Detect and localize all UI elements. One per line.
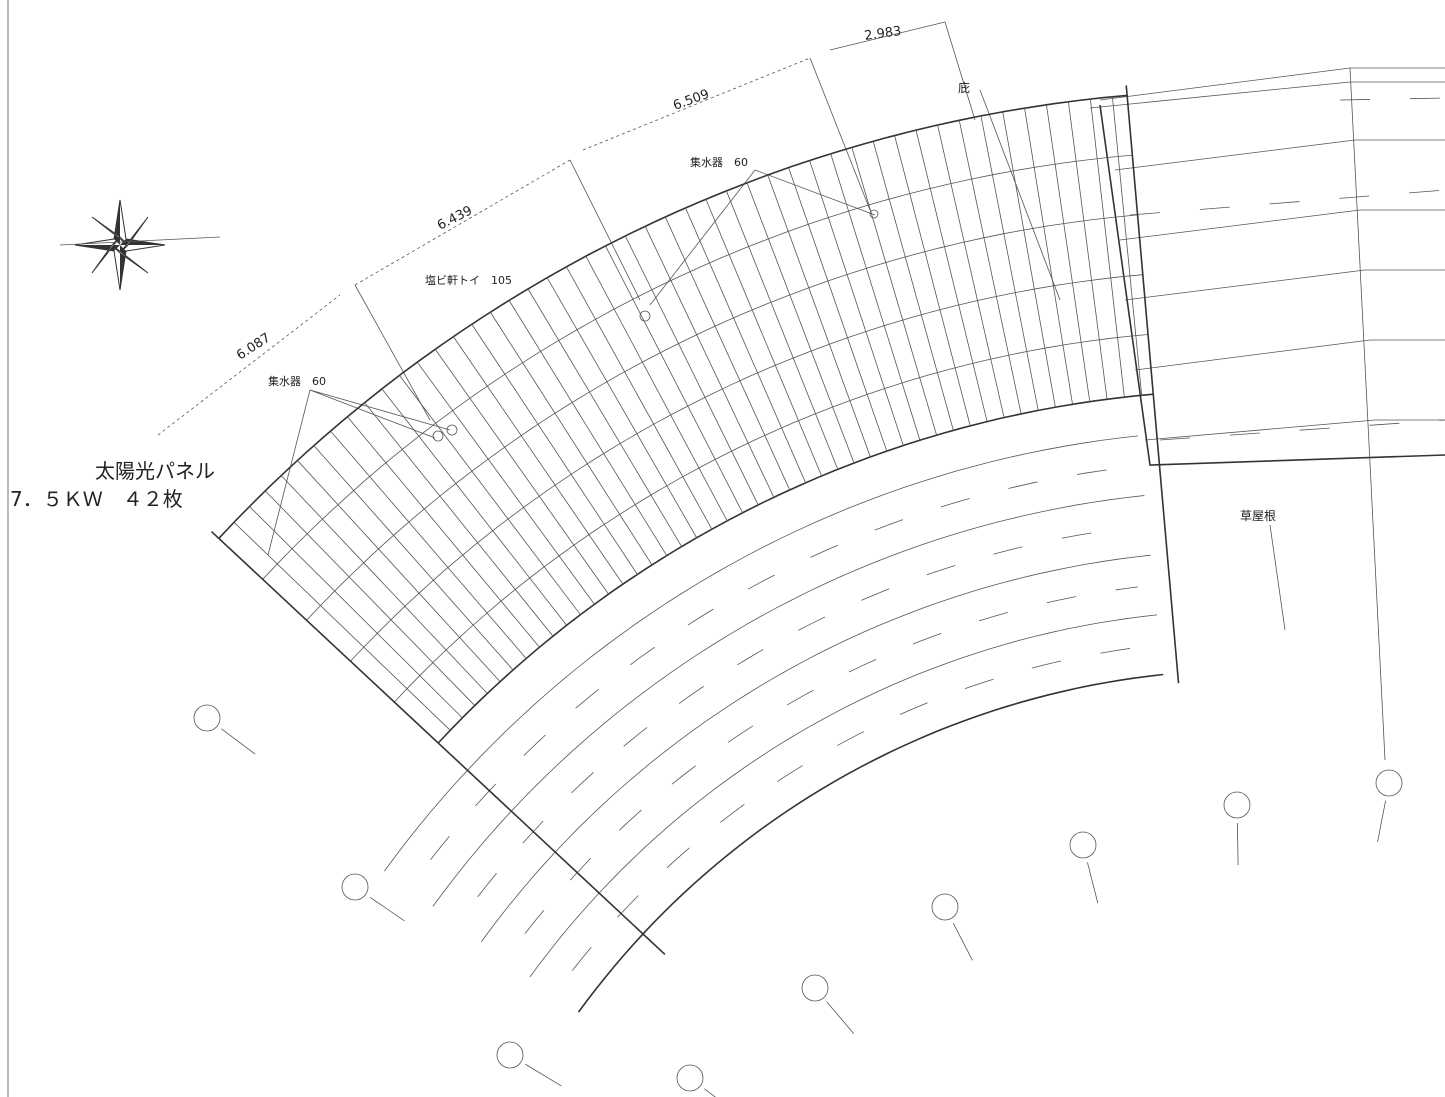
roof-edge xyxy=(210,530,666,955)
grid-marker xyxy=(193,704,221,732)
panel-divider xyxy=(725,190,839,470)
panel-divider xyxy=(381,388,567,626)
gutter-label: 塩ビ軒トイ 105 xyxy=(425,273,512,287)
panel-divider xyxy=(347,416,540,648)
roof-band xyxy=(577,673,1164,1013)
panel-divider xyxy=(685,207,806,483)
grid-axis xyxy=(1377,800,1386,842)
roof-band xyxy=(384,435,1139,872)
dimension-lines xyxy=(157,21,976,436)
panel-divider xyxy=(364,402,554,637)
right-wing xyxy=(1089,67,1445,761)
panel-divider xyxy=(1046,104,1091,402)
panel-divider xyxy=(566,266,713,530)
panel-divider xyxy=(767,174,871,458)
collector-label: 集水器 60 xyxy=(268,374,326,388)
panel-divider xyxy=(605,245,743,513)
panel-divider xyxy=(705,199,823,477)
grid-marker xyxy=(1375,769,1403,797)
grid-axis xyxy=(1087,862,1099,904)
panel-divider xyxy=(489,311,653,566)
panel-divider xyxy=(471,324,638,575)
panel-divider xyxy=(546,277,698,538)
panel-divider xyxy=(746,182,855,464)
grid-axis xyxy=(952,922,973,961)
panel-divider xyxy=(958,120,1022,414)
panel-divider xyxy=(527,288,682,547)
panel-divider xyxy=(851,147,937,436)
panel-divider xyxy=(330,430,527,659)
panel-divider xyxy=(872,141,954,431)
grid-axis xyxy=(525,1063,562,1087)
panel-divider xyxy=(1089,99,1125,398)
panel-divider xyxy=(1068,101,1108,400)
grid-marker xyxy=(1223,791,1251,819)
panel-divider xyxy=(937,124,1005,418)
panel-row xyxy=(394,334,1149,703)
panel-divider xyxy=(788,167,888,452)
panel-divider xyxy=(508,300,668,556)
panel-divider xyxy=(249,506,463,719)
dimension: 6.439 xyxy=(435,203,475,233)
grid-marker xyxy=(496,1041,524,1069)
roof-dash xyxy=(524,586,1138,934)
grid-marker xyxy=(676,1064,704,1092)
roof-band xyxy=(432,495,1145,907)
grid-marker xyxy=(801,974,829,1002)
panel-divider xyxy=(264,490,476,706)
panel-divider xyxy=(1002,111,1056,408)
panel-divider xyxy=(664,216,791,491)
panel-divider xyxy=(399,375,581,615)
roof-geometry xyxy=(193,85,1403,1097)
grid-marker xyxy=(1069,831,1097,859)
panel-divider xyxy=(915,130,988,422)
panel-divider xyxy=(585,256,728,522)
panel-divider xyxy=(894,135,971,426)
grid-marker xyxy=(341,873,369,901)
roof-dash xyxy=(430,467,1124,860)
eave-label: 庇 xyxy=(958,80,970,95)
roof-band xyxy=(529,614,1158,978)
compass xyxy=(59,199,221,291)
green-roof-label: 草屋根 xyxy=(1240,509,1276,523)
dimension: 2.983 xyxy=(863,24,902,44)
dimension: 6.087 xyxy=(234,331,273,364)
panel-divider xyxy=(416,361,595,605)
panel-divider xyxy=(624,235,759,506)
roof-edge xyxy=(1125,85,1180,684)
panel-row xyxy=(350,274,1143,662)
panel-divider xyxy=(809,160,904,446)
grid-axis xyxy=(369,896,405,922)
grid-axis xyxy=(1236,822,1239,865)
roof-dash xyxy=(571,646,1146,971)
grid-axis xyxy=(704,1088,716,1097)
grid-marker xyxy=(931,893,959,921)
collector-label: 集水器 60 xyxy=(690,155,748,169)
grid-axis xyxy=(221,728,256,755)
panel-divider xyxy=(830,153,921,441)
panel-divider xyxy=(1024,108,1073,405)
roof-dash xyxy=(477,526,1131,897)
panel-divider xyxy=(313,445,514,671)
panel-divider xyxy=(297,460,501,682)
panel-divider xyxy=(1112,96,1143,396)
panel-divider xyxy=(644,226,775,498)
panel-divider xyxy=(980,115,1039,411)
panel-spec: 7．５ＫＷ ４２枚 xyxy=(10,487,183,511)
panel-divider xyxy=(453,336,624,585)
panel-row xyxy=(262,154,1133,580)
panel-row xyxy=(437,393,1154,744)
panel-divider xyxy=(280,475,488,694)
panel-row xyxy=(306,214,1138,621)
panel-row xyxy=(218,94,1128,539)
grid-axis xyxy=(826,1001,855,1034)
panel-title: 太陽光パネル xyxy=(95,459,215,483)
panel-divider xyxy=(434,349,609,595)
roof-band xyxy=(481,554,1151,942)
panel-divider xyxy=(233,522,451,731)
